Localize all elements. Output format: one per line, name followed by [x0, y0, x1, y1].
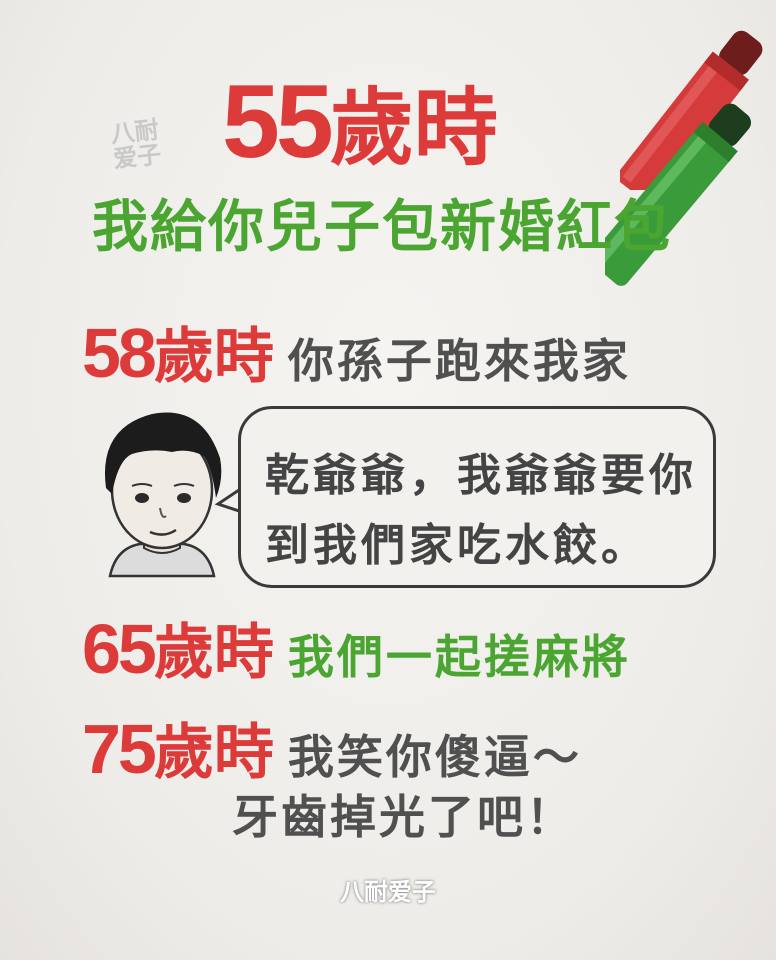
green-marker-icon — [605, 103, 752, 286]
row-65-unit: 歲時 — [153, 618, 274, 688]
watermark-bottom: 八耐爱子 — [340, 878, 436, 906]
bubble-tail — [214, 486, 243, 514]
row-75-text-2: 牙齒掉光了吧！ — [232, 790, 575, 844]
row-75-unit: 歲時 — [153, 718, 274, 788]
row-75-age: 75歲時 — [82, 710, 274, 788]
row-58-age-number: 58 — [82, 314, 157, 392]
heading-55: 55歲時 — [222, 70, 498, 174]
speech-bubble: 乾爺爺，我爺爺要你 到我們家吃水餃。 — [238, 406, 716, 588]
row-58: 58歲時 你孫子跑來我家 — [82, 318, 631, 388]
row-75-age-number: 75 — [82, 710, 157, 788]
watermark-top-text: 八耐 爱子 — [109, 115, 163, 174]
boy-avatar-icon — [104, 412, 222, 578]
row-75-continued: 牙齒掉光了吧！ — [218, 794, 575, 840]
bubble-line-2: 到我們家吃水餃。 — [265, 520, 649, 571]
row-75-text: 我笑你傻逼～ — [287, 730, 582, 784]
row-58-unit: 歲時 — [153, 322, 274, 392]
row-75: 75歲時 我笑你傻逼～ — [82, 714, 582, 784]
row-65: 65歲時 我們一起搓麻將 — [82, 614, 631, 684]
heading-line: 我給你兒子包新婚紅包 — [92, 195, 672, 260]
row-58-age: 58歲時 — [82, 314, 274, 392]
bubble-line-1: 乾爺爺，我爺爺要你 — [265, 450, 697, 501]
row-65-age: 65歲時 — [82, 610, 274, 688]
watermark-top: 八耐 爱子 — [109, 115, 163, 174]
red-marker-icon — [620, 30, 763, 190]
row-58-text: 你孫子跑來我家 — [287, 334, 631, 388]
row-65-age-number: 65 — [82, 610, 157, 688]
heading-age: 55 — [222, 64, 334, 180]
heading-unit: 歲時 — [329, 79, 498, 177]
row-65-text: 我們一起搓麻將 — [287, 630, 631, 684]
